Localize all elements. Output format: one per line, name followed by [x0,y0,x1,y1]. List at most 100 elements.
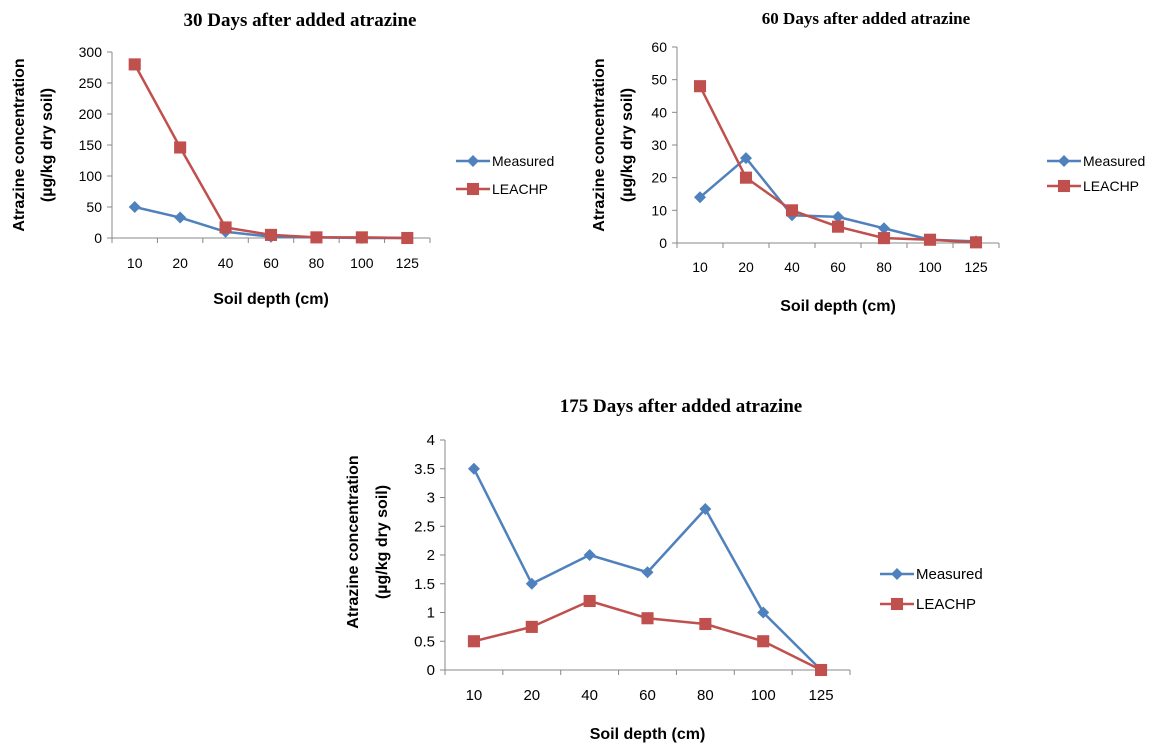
y-tick-label: 10 [651,202,667,218]
y-tick-label: 0 [427,662,435,679]
data-point-square [785,204,799,217]
y-tick-label: 3.5 [414,461,435,478]
chart-2: 60 Days after added atrazine 0 10 20 30 40 50 6… [591,9,1145,315]
y-tick-label: 250 [79,75,103,91]
data-point-square [467,635,480,648]
y-tick-label: 300 [79,44,103,60]
legend-marker-square [466,182,480,196]
data-point-square [831,220,845,233]
series-measured [467,462,828,676]
x-tick-label: 60 [639,687,656,704]
x-axis-label: Soil depth (cm) [590,726,706,743]
y-axis-label-units: (µg/kg dry soil) [619,88,636,202]
data-point-diamond [832,210,844,223]
chart-1: 30 Days after added atrazine 0 50 100 150 200… [11,10,554,308]
legend-marker-diamond [467,155,479,167]
x-tick-label: 125 [809,687,834,704]
y-axis-label: Atrazine concentration [591,58,608,231]
y-tick-label: 0.5 [414,633,435,650]
data-point-square [923,233,937,246]
x-axis-label: Soil depth (cm) [780,298,896,315]
y-tick-label: 50 [651,72,667,88]
legend-label: LEACHP [492,181,548,197]
x-tick-label: 10 [127,255,143,271]
data-point-square [739,171,753,184]
legend-marker-square [890,597,904,611]
data-point-square [525,620,538,633]
data-point-square [641,612,654,625]
y-axis-label: Atrazine concentration [11,58,28,231]
legend: Measured LEACHP [1047,153,1145,194]
x-tick-label: 10 [466,687,483,704]
data-point-diamond [583,549,596,561]
legend: Measured LEACHP [880,566,983,613]
data-point-square [969,236,983,249]
y-tick-label: 1 [427,605,435,622]
chart-title: 175 Days after added atrazine [560,396,802,417]
x-tick-label: 100 [350,255,374,271]
y-axis-label-units: (µg/kg dry soil) [374,485,391,599]
x-tick-label: 100 [751,687,776,704]
data-point-square [401,231,414,245]
chart-title: 30 Days after added atrazine [184,10,417,31]
legend-marker-diamond [891,568,903,580]
data-point-diamond [128,201,141,213]
y-tick-label: 50 [86,199,102,215]
legend: Measured LEACHP [456,153,554,197]
legend-label: Measured [916,566,983,583]
x-tick-label: 40 [581,687,598,704]
x-tick-label: 40 [218,255,234,271]
y-tick-label: 3 [427,490,435,507]
data-point-square [174,141,187,154]
x-tick-label: 20 [523,687,540,704]
legend-label: LEACHP [1083,178,1139,194]
chart-3: 175 Days after added atrazine 0 0.5 1 1.5 2 2.… [345,396,983,743]
data-point-square [219,221,232,234]
y-tick-label: 2.5 [414,518,435,535]
data-point-square [310,231,323,244]
data-point-square [264,228,278,241]
y-tick-label: 60 [651,39,667,55]
y-axis-label: Atrazine concentration [345,455,362,628]
data-point-diamond [641,566,654,579]
x-tick-label: 125 [396,255,420,271]
data-point-square [699,617,712,631]
y-tick-label: 30 [651,137,667,153]
data-point-diamond [878,222,890,235]
x-tick-label: 60 [263,255,279,271]
data-point-diamond [740,152,752,165]
x-tick-label: 80 [876,259,892,275]
x-tick-label: 125 [964,259,988,275]
y-tick-label: 20 [651,170,667,186]
x-tick-label: 10 [692,259,708,275]
series-leachp [467,594,828,677]
data-point-diamond [467,462,480,475]
legend-label: Measured [1083,153,1145,169]
y-tick-label: 0 [94,230,102,246]
series-measured [694,152,982,248]
x-tick-label: 100 [918,259,942,275]
series-leachp [693,80,983,249]
data-point-square [693,80,707,93]
y-axis-label-units: (µg/kg dry soil) [39,88,56,202]
y-tick-label: 4 [427,432,435,449]
x-tick-label: 20 [738,259,754,275]
data-point-diamond [525,577,538,590]
data-point-diamond [757,606,770,619]
x-axis-label: Soil depth (cm) [213,291,329,308]
y-tick-label: 100 [79,168,103,184]
x-tick-label: 40 [784,259,800,275]
data-point-square [583,594,596,608]
x-tick-label: 20 [172,255,188,271]
data-point-square [815,663,828,677]
legend-label: Measured [492,153,554,169]
x-tick-label: 80 [309,255,325,271]
legend-marker-diamond [1058,155,1070,167]
y-tick-label: 200 [79,106,103,122]
data-point-square [877,232,891,245]
y-tick-label: 0 [659,235,667,251]
data-point-square [757,635,770,648]
data-point-diamond [694,191,706,204]
data-point-diamond [699,503,712,515]
